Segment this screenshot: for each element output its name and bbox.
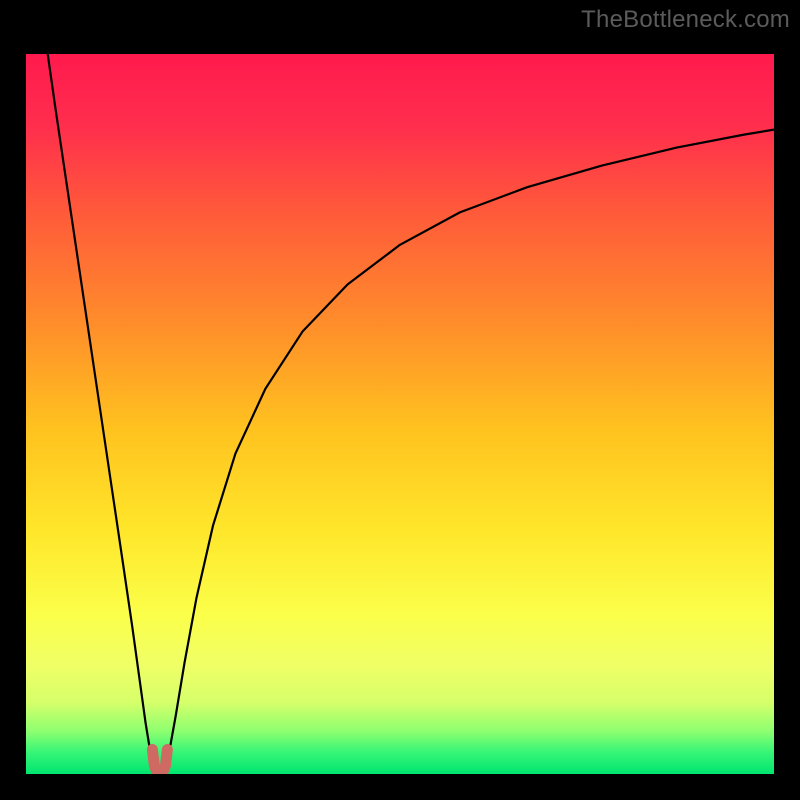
plot-svg [26, 54, 774, 774]
plot-outer-frame [6, 34, 794, 794]
plot-area [26, 54, 774, 774]
watermark-label: TheBottleneck.com [581, 6, 790, 34]
